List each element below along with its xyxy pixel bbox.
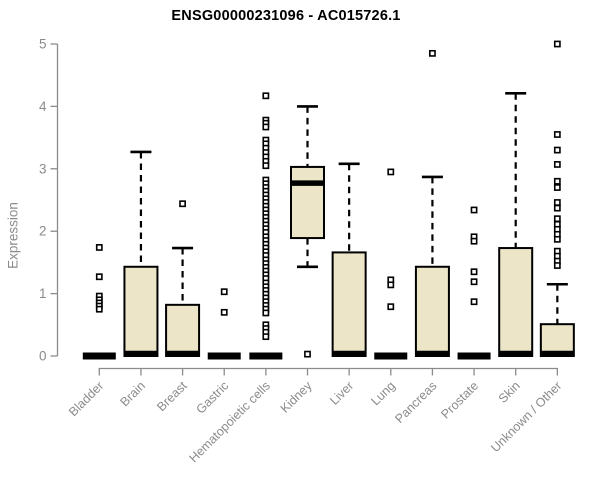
- y-tick-label: 0: [39, 349, 47, 364]
- outlier-lung: [387, 303, 395, 311]
- box-hematopoietic-cells: [249, 352, 283, 360]
- outlier-breast: [179, 200, 186, 208]
- outlier-unknown-other: [553, 131, 561, 138]
- x-tick-label-breast: Breast: [154, 378, 190, 414]
- box-bladder: [82, 352, 116, 360]
- outlier-hematopoietic-cells: [262, 309, 270, 317]
- outlier-unknown-other: [553, 184, 561, 191]
- x-tick-label-lung: Lung: [368, 379, 398, 409]
- x-tick-label-unknown-other: Unknown / Other: [488, 379, 564, 455]
- outlier-prostate: [470, 298, 478, 306]
- outlier-bladder: [95, 305, 103, 313]
- outlier-prostate: [470, 206, 478, 214]
- outlier-bladder: [95, 244, 103, 251]
- outlier-unknown-other: [553, 262, 561, 269]
- outlier-kidney: [304, 350, 311, 358]
- outlier-prostate: [470, 278, 478, 286]
- y-tick-label: 1: [39, 286, 47, 301]
- outlier-prostate: [470, 237, 478, 245]
- outlier-bladder: [95, 273, 103, 281]
- box-prostate: [457, 352, 491, 360]
- outlier-gastric: [220, 288, 228, 296]
- y-tick-label: 5: [39, 37, 47, 52]
- box-liver: [331, 251, 367, 357]
- y-tick-label: 4: [39, 99, 47, 114]
- x-tick-label-kidney: Kidney: [278, 378, 315, 415]
- outlier-lung: [387, 168, 395, 176]
- box-skin: [498, 247, 534, 358]
- x-tick-label-brain: Brain: [118, 379, 149, 410]
- box-lung: [374, 352, 408, 360]
- outlier-hematopoietic-cells: [262, 162, 270, 170]
- outlier-unknown-other: [553, 161, 561, 168]
- x-tick-label-hematopoietic-cells: Hematopoietic cells: [186, 379, 273, 466]
- outlier-unknown-other: [553, 199, 561, 206]
- outlier-pancreas: [429, 49, 436, 57]
- y-tick-label: 2: [39, 224, 47, 239]
- outlier-hematopoietic-cells: [262, 92, 270, 100]
- outlier-gastric: [220, 308, 228, 316]
- box-pancreas: [414, 265, 450, 358]
- box-unknown-other: [539, 323, 575, 357]
- x-tick-label-skin: Skin: [496, 379, 523, 406]
- outlier-lung: [387, 281, 395, 289]
- chart-title: ENSG00000231096 - AC015726.1: [171, 8, 401, 24]
- outlier-unknown-other: [553, 40, 561, 48]
- outlier-unknown-other: [553, 177, 561, 185]
- x-tick-label-pancreas: Pancreas: [392, 379, 439, 426]
- outlier-unknown-other: [553, 204, 561, 212]
- outlier-unknown-other: [553, 235, 561, 243]
- outlier-hematopoietic-cells: [262, 123, 270, 131]
- y-tick-label: 3: [39, 161, 47, 176]
- box-kidney: [290, 165, 325, 240]
- outlier-unknown-other: [553, 215, 561, 223]
- box-breast: [165, 303, 201, 357]
- outlier-unknown-other: [553, 146, 561, 154]
- x-tick-label-bladder: Bladder: [66, 379, 106, 419]
- x-tick-label-prostate: Prostate: [438, 379, 481, 422]
- box-gastric: [207, 352, 241, 360]
- outlier-prostate: [470, 268, 478, 276]
- box-brain: [123, 265, 159, 358]
- outlier-hematopoietic-cells: [262, 333, 270, 341]
- x-tick-label-gastric: Gastric: [193, 379, 231, 417]
- x-tick-label-liver: Liver: [327, 379, 356, 408]
